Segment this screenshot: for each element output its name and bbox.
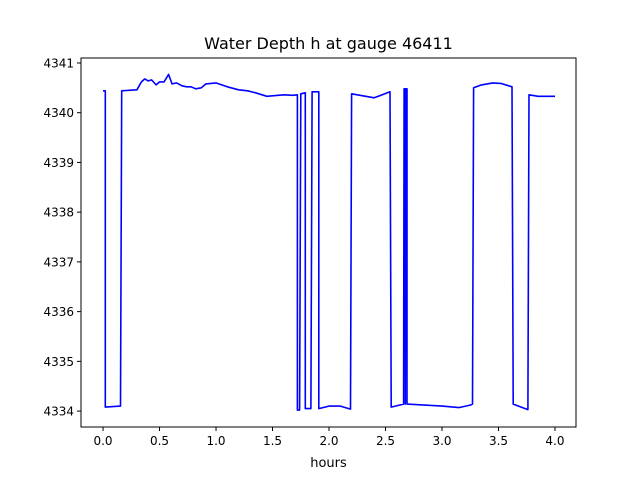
x-tick-label: 3.0 <box>432 434 451 448</box>
x-tick-label: 4.0 <box>545 434 564 448</box>
x-tick-label: 1.0 <box>206 434 225 448</box>
y-tick-label: 4338 <box>43 206 74 220</box>
y-tick-label: 4339 <box>43 156 74 170</box>
axes-frame <box>80 57 577 428</box>
y-tick-label: 4341 <box>43 56 74 70</box>
plot-area <box>103 73 555 411</box>
y-tick-label: 4340 <box>43 106 74 120</box>
chart-title: Water Depth h at gauge 46411 <box>204 34 453 53</box>
x-tick-label: 2.5 <box>376 434 395 448</box>
y-tick-label: 4335 <box>43 355 74 369</box>
y-tick-label: 4336 <box>43 305 74 319</box>
y-tick-label: 4334 <box>43 405 74 419</box>
x-tick-label: 2.0 <box>319 434 338 448</box>
x-tick-label: 3.5 <box>489 434 508 448</box>
y-axis: 4334 4335 4336 4337 4338 4339 4340 4341 <box>43 56 81 419</box>
x-tick-label: 0.5 <box>150 434 169 448</box>
y-tick-label: 4337 <box>43 255 74 269</box>
x-tick-label: 1.5 <box>263 434 282 448</box>
x-axis-label: hours <box>310 456 347 471</box>
x-axis: 0.0 0.5 1.0 1.5 2.0 2.5 3.0 3.5 4.0 <box>93 427 565 448</box>
series-line-h <box>103 73 555 411</box>
x-tick-label: 0.0 <box>93 434 112 448</box>
